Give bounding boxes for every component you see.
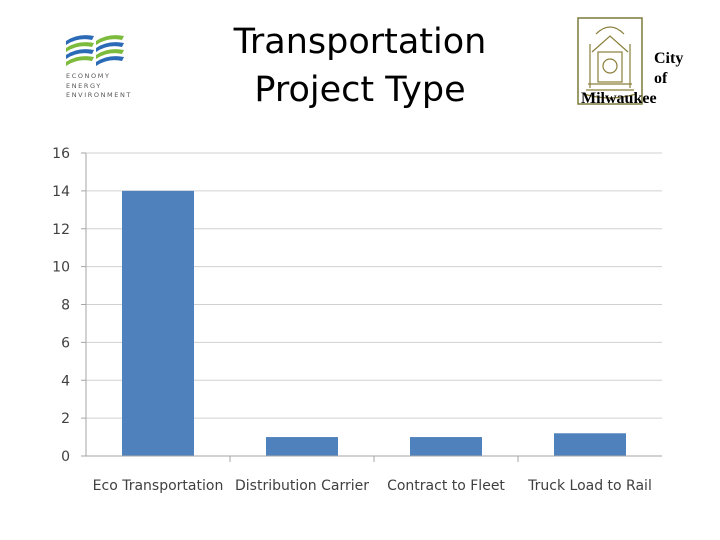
logo-stripe [66, 56, 94, 66]
seal-text-of: of [654, 70, 668, 87]
x-tick-label: Truck Load to Rail [527, 478, 652, 494]
logo-word-energy: ENERGY [66, 81, 102, 90]
seal-text-city: City [654, 50, 684, 67]
logo-stripe [66, 49, 94, 59]
y-tick-label: 10 [52, 260, 70, 276]
y-tick-label: 12 [52, 222, 70, 238]
page-title: Transportation Project Type [200, 18, 520, 114]
x-tick-label: Contract to Fleet [387, 478, 505, 494]
seal-text-milwaukee: Milwaukee [581, 90, 657, 107]
logo-stripe [96, 42, 124, 52]
logo-wordmark: ECONOMY ENERGY ENVIRONMENT [66, 72, 132, 101]
city-seal-icon [577, 17, 643, 105]
bar [410, 437, 482, 456]
bar [554, 433, 626, 456]
logo-stripe [66, 35, 94, 45]
x-tick-label: Eco Transportation [93, 478, 224, 494]
logo-stripe [96, 49, 124, 59]
y-tick-label: 14 [52, 184, 70, 200]
bar [122, 190, 194, 456]
economy-energy-environment-logo [62, 28, 142, 108]
logo-stripe [96, 56, 124, 66]
logo-stripe [96, 35, 124, 45]
y-tick-label: 4 [61, 373, 70, 389]
city-seal-logo: City of Milwaukee [576, 14, 700, 114]
y-tick-label: 8 [61, 298, 70, 314]
bar [266, 437, 338, 456]
x-tick-label: Distribution Carrier [235, 478, 369, 494]
logo-stripes-icon [66, 35, 124, 66]
page-title-line-2: Project Type [254, 70, 466, 110]
page-title-line-1: Transportation [233, 22, 487, 62]
logo-word-economy: ECONOMY [66, 72, 111, 80]
logo-stripe [66, 42, 94, 52]
y-tick-label: 2 [61, 411, 70, 427]
y-tick-label: 0 [61, 449, 70, 465]
y-tick-label: 16 [52, 146, 70, 162]
y-tick-label: 6 [61, 335, 70, 351]
logo-word-environment: ENVIRONMENT [66, 91, 132, 99]
